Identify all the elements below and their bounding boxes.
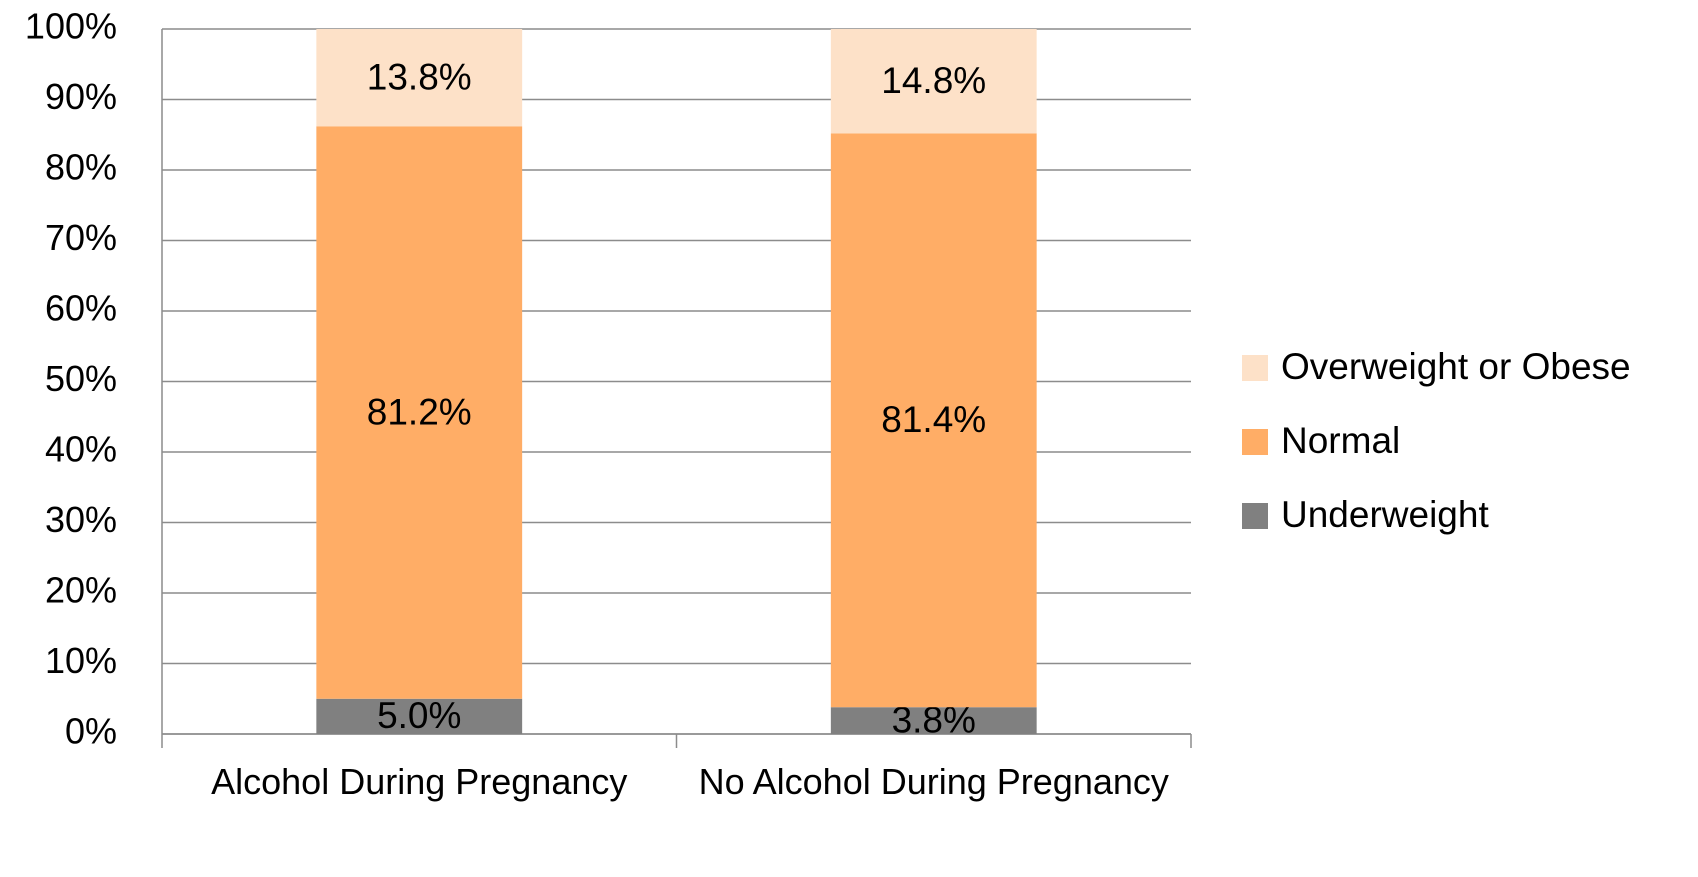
- x-tick-label: Alcohol During Pregnancy: [211, 761, 628, 802]
- bar-segment: [316, 698, 523, 734]
- y-tick-label: 30%: [45, 499, 117, 540]
- legend-label: Underweight: [1281, 494, 1489, 535]
- y-tick-label: 50%: [45, 358, 117, 399]
- y-tick-label: 0%: [65, 711, 117, 752]
- legend-label: Normal: [1281, 420, 1400, 461]
- legend-label: Overweight or Obese: [1281, 346, 1631, 387]
- y-tick-label: 20%: [45, 570, 117, 611]
- y-tick-label: 60%: [45, 288, 117, 329]
- legend-swatch: [1242, 503, 1268, 529]
- bar-segment: [830, 707, 1037, 734]
- value-label: 81.2%: [367, 391, 472, 432]
- bar-segment: [830, 29, 1037, 134]
- y-tick-label: 10%: [45, 640, 117, 681]
- y-tick-label: 90%: [45, 76, 117, 117]
- y-tick-label: 70%: [45, 217, 117, 258]
- bar-segment: [316, 126, 523, 699]
- bar-segment: [316, 29, 523, 127]
- y-tick-label: 80%: [45, 147, 117, 188]
- value-label: 5.0%: [377, 695, 461, 736]
- value-label: 14.8%: [881, 60, 986, 101]
- legend-swatch: [1242, 355, 1268, 381]
- value-label: 13.8%: [367, 56, 472, 97]
- x-tick-label: No Alcohol During Pregnancy: [698, 761, 1169, 802]
- y-tick-label: 40%: [45, 429, 117, 470]
- y-tick-label: 100%: [25, 6, 117, 47]
- bar-segment: [830, 133, 1037, 708]
- value-label: 81.4%: [881, 399, 986, 440]
- legend-swatch: [1242, 429, 1268, 455]
